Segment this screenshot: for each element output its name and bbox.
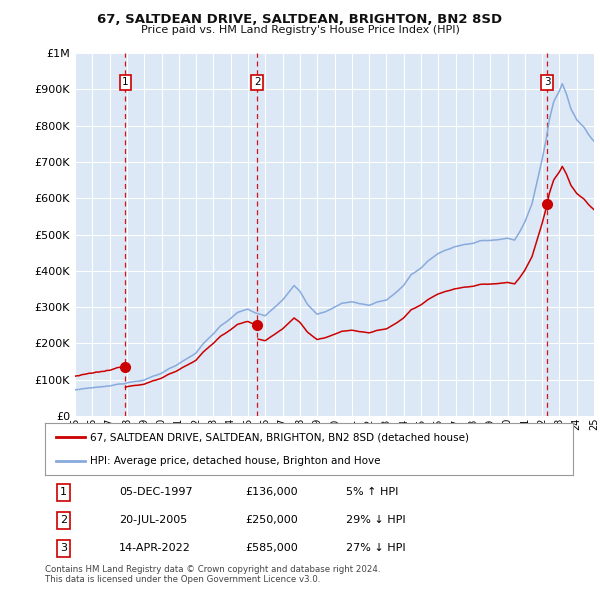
Text: 2: 2 — [254, 77, 260, 87]
Text: 3: 3 — [60, 543, 67, 553]
Text: 67, SALTDEAN DRIVE, SALTDEAN, BRIGHTON, BN2 8SD: 67, SALTDEAN DRIVE, SALTDEAN, BRIGHTON, … — [97, 13, 503, 26]
Text: 5% ↑ HPI: 5% ↑ HPI — [346, 487, 398, 497]
Text: 14-APR-2022: 14-APR-2022 — [119, 543, 191, 553]
Text: 27% ↓ HPI: 27% ↓ HPI — [346, 543, 406, 553]
Text: Contains HM Land Registry data © Crown copyright and database right 2024.: Contains HM Land Registry data © Crown c… — [45, 565, 380, 574]
Text: 3: 3 — [544, 77, 550, 87]
Text: 67, SALTDEAN DRIVE, SALTDEAN, BRIGHTON, BN2 8SD (detached house): 67, SALTDEAN DRIVE, SALTDEAN, BRIGHTON, … — [90, 432, 469, 442]
Text: 29% ↓ HPI: 29% ↓ HPI — [346, 515, 406, 525]
Text: £136,000: £136,000 — [245, 487, 298, 497]
Text: HPI: Average price, detached house, Brighton and Hove: HPI: Average price, detached house, Brig… — [90, 456, 380, 466]
Text: 05-DEC-1997: 05-DEC-1997 — [119, 487, 193, 497]
Text: 1: 1 — [122, 77, 129, 87]
Text: £250,000: £250,000 — [245, 515, 298, 525]
Text: £585,000: £585,000 — [245, 543, 298, 553]
Text: This data is licensed under the Open Government Licence v3.0.: This data is licensed under the Open Gov… — [45, 575, 320, 584]
Text: 20-JUL-2005: 20-JUL-2005 — [119, 515, 187, 525]
Text: Price paid vs. HM Land Registry's House Price Index (HPI): Price paid vs. HM Land Registry's House … — [140, 25, 460, 35]
Text: 2: 2 — [60, 515, 67, 525]
Text: 1: 1 — [60, 487, 67, 497]
